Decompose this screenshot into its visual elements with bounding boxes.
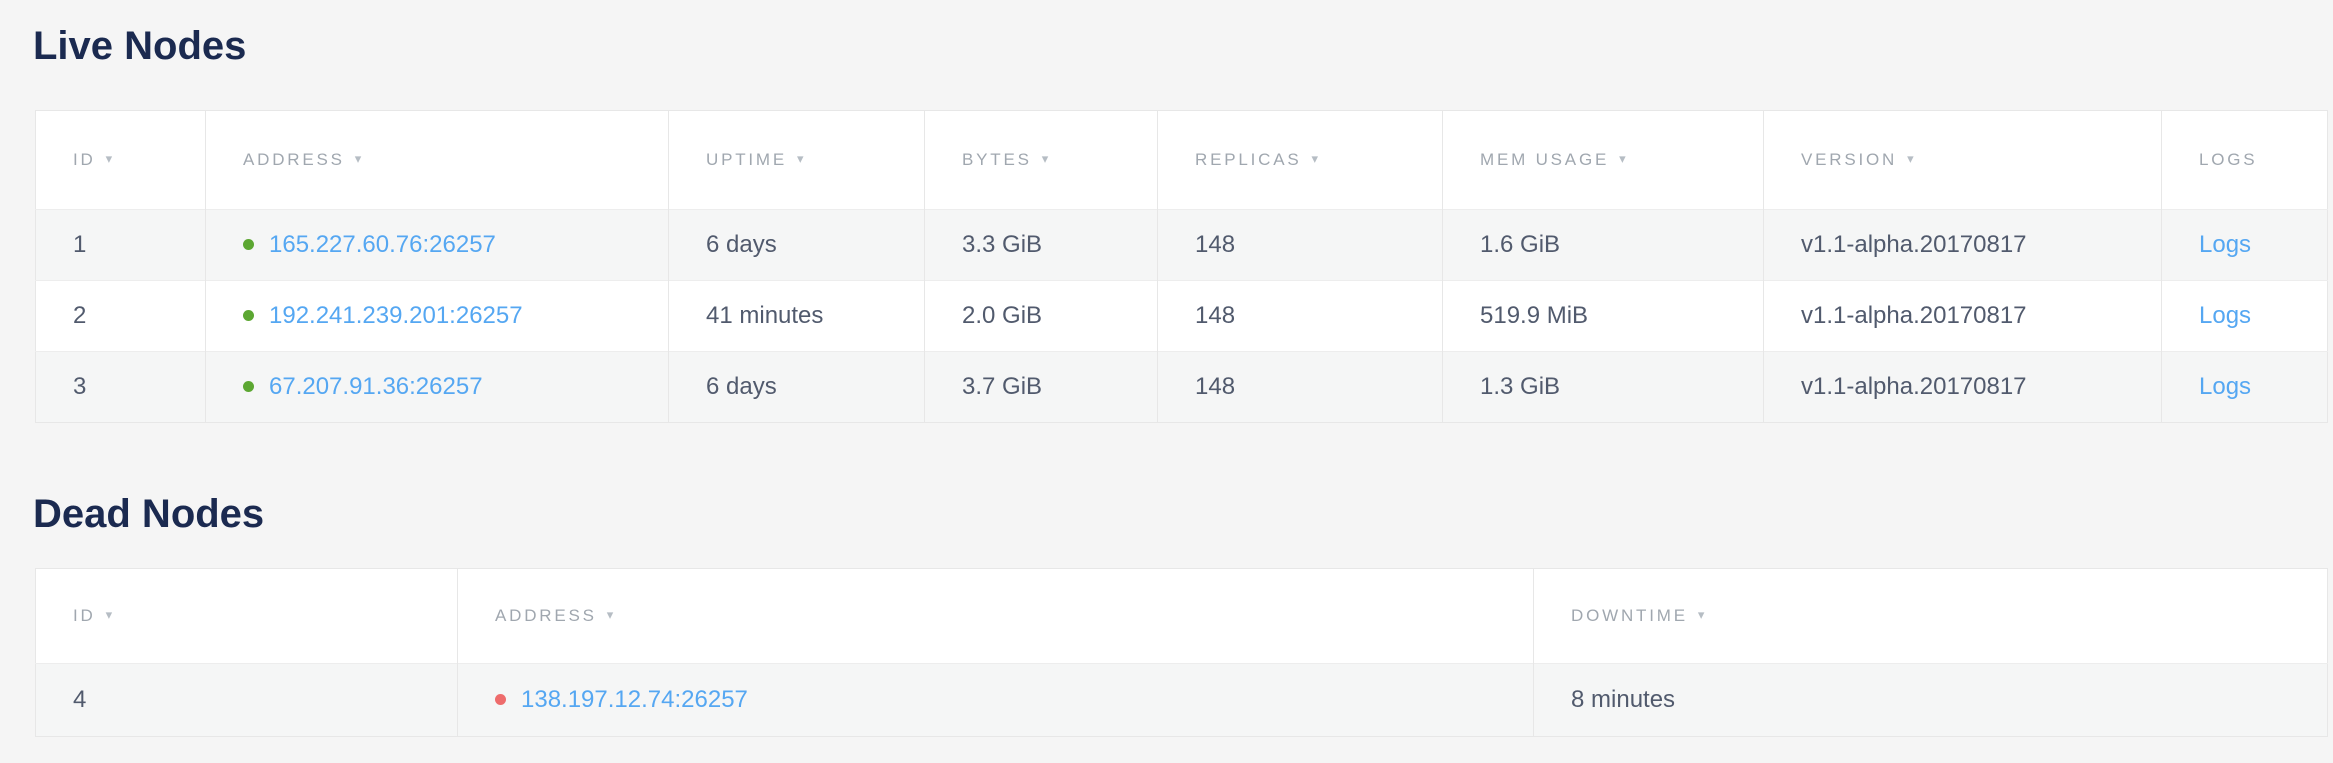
sort-arrow-icon: ▾ xyxy=(1619,151,1626,166)
column-header-label: BYTES xyxy=(962,150,1032,169)
node-address-link[interactable]: 138.197.12.74:26257 xyxy=(521,686,748,713)
node-bytes-cell: 2.0 GiB xyxy=(924,280,1158,352)
live-col-header-mem-usage[interactable]: MEM USAGE ▾ xyxy=(1442,110,1764,210)
live-col-header-logs: LOGS xyxy=(2161,110,2328,210)
column-header-label: VERSION xyxy=(1801,150,1898,169)
node-logs-link[interactable]: Logs xyxy=(2199,373,2252,400)
node-uptime-cell: 6 days xyxy=(668,351,925,423)
node-bytes-cell: 3.7 GiB xyxy=(924,351,1158,423)
node-bytes-cell: 3.3 GiB xyxy=(924,209,1158,281)
node-address-link[interactable]: 165.227.60.76:26257 xyxy=(269,231,496,258)
node-mem-usage-cell: 1.3 GiB xyxy=(1442,351,1764,423)
live-nodes-table: ID ▾ ADDRESS ▾ UPTIME ▾ BYTES ▾ REPLICAS ▾ ME… xyxy=(35,110,2328,423)
live-nodes-title: Live Nodes xyxy=(33,24,247,68)
node-replicas-cell: 148 xyxy=(1157,351,1443,423)
node-version-cell: v1.1-alpha.20170817 xyxy=(1763,209,2162,281)
column-header-label: REPLICAS xyxy=(1195,150,1302,169)
dead-col-header-address[interactable]: ADDRESS ▾ xyxy=(457,568,1534,664)
node-replicas-cell: 148 xyxy=(1157,280,1443,352)
live-col-header-replicas[interactable]: REPLICAS ▾ xyxy=(1157,110,1443,210)
live-table-header-row: ID ▾ ADDRESS ▾ UPTIME ▾ BYTES ▾ REPLICAS ▾ ME… xyxy=(35,110,2328,210)
column-header-label: ADDRESS xyxy=(495,606,597,625)
dead-nodes-table: ID ▾ ADDRESS ▾ DOWNTIME ▾ 4 138.197.12.74:2… xyxy=(35,568,2328,737)
node-address-link[interactable]: 192.241.239.201:26257 xyxy=(269,302,523,329)
live-nodes-section: Live Nodes ID ▾ ADDRESS ▾ UPTIME ▾ BYTES ▾ R… xyxy=(0,24,2333,423)
live-col-header-bytes[interactable]: BYTES ▾ xyxy=(924,110,1158,210)
column-header-label: MEM USAGE xyxy=(1480,150,1610,169)
table-row: 3 67.207.91.36:26257 6 days 3.7 GiB 148 … xyxy=(35,351,2328,423)
sort-arrow-icon: ▾ xyxy=(797,151,804,166)
node-uptime-cell: 41 minutes xyxy=(668,280,925,352)
node-id-cell: 1 xyxy=(35,209,206,281)
sort-arrow-icon: ▾ xyxy=(1697,607,1705,622)
node-address-cell: 192.241.239.201:26257 xyxy=(205,280,669,352)
node-logs-cell: Logs xyxy=(2161,209,2328,281)
dead-nodes-title: Dead Nodes xyxy=(33,492,265,536)
column-header-label: UPTIME xyxy=(706,150,788,169)
sort-arrow-icon: ▾ xyxy=(354,151,362,166)
node-address-cell: 165.227.60.76:26257 xyxy=(205,209,669,281)
column-header-label: ADDRESS xyxy=(243,150,345,169)
table-row: 1 165.227.60.76:26257 6 days 3.3 GiB 148… xyxy=(35,209,2328,281)
sort-arrow-icon: ▾ xyxy=(1907,151,1914,166)
node-logs-cell: Logs xyxy=(2161,280,2328,352)
column-header-label: LOGS xyxy=(2199,150,2258,169)
sort-arrow-icon: ▾ xyxy=(105,607,113,622)
nodes-overview-page: Live Nodes ID ▾ ADDRESS ▾ UPTIME ▾ BYTES ▾ R… xyxy=(0,24,2333,737)
node-id-cell: 2 xyxy=(35,280,206,352)
live-col-header-id[interactable]: ID ▾ xyxy=(35,110,206,210)
node-downtime-cell: 8 minutes xyxy=(1533,663,2328,737)
node-address-cell: 67.207.91.36:26257 xyxy=(205,351,669,423)
node-id-cell: 3 xyxy=(35,351,206,423)
column-header-label: DOWNTIME xyxy=(1571,606,1688,625)
node-id-cell: 4 xyxy=(35,663,458,737)
node-address-link[interactable]: 67.207.91.36:26257 xyxy=(269,373,483,400)
green-status-dot-icon xyxy=(243,381,254,392)
node-version-cell: v1.1-alpha.20170817 xyxy=(1763,351,2162,423)
sort-arrow-icon: ▾ xyxy=(105,151,113,166)
dead-nodes-section: Dead Nodes ID ▾ ADDRESS ▾ DOWNTIME ▾ 4 138.… xyxy=(0,492,2333,737)
dead-col-header-id[interactable]: ID ▾ xyxy=(35,568,458,664)
sort-arrow-icon: ▾ xyxy=(1041,151,1049,166)
sort-arrow-icon: ▾ xyxy=(606,607,614,622)
dead-table-header-row: ID ▾ ADDRESS ▾ DOWNTIME ▾ xyxy=(35,568,2328,664)
node-mem-usage-cell: 519.9 MiB xyxy=(1442,280,1764,352)
node-uptime-cell: 6 days xyxy=(668,209,925,281)
table-row: 4 138.197.12.74:26257 8 minutes xyxy=(35,663,2328,737)
live-col-header-uptime[interactable]: UPTIME ▾ xyxy=(668,110,925,210)
red-status-dot-icon xyxy=(495,694,506,705)
node-replicas-cell: 148 xyxy=(1157,209,1443,281)
node-logs-link[interactable]: Logs xyxy=(2199,302,2252,329)
column-header-label: ID xyxy=(73,150,96,169)
node-version-cell: v1.1-alpha.20170817 xyxy=(1763,280,2162,352)
live-col-header-address[interactable]: ADDRESS ▾ xyxy=(205,110,669,210)
node-logs-link[interactable]: Logs xyxy=(2199,231,2252,258)
live-col-header-version[interactable]: VERSION ▾ xyxy=(1763,110,2162,210)
sort-arrow-icon: ▾ xyxy=(1311,151,1319,166)
dead-col-header-downtime[interactable]: DOWNTIME ▾ xyxy=(1533,568,2328,664)
node-logs-cell: Logs xyxy=(2161,351,2328,423)
green-status-dot-icon xyxy=(243,310,254,321)
node-address-cell: 138.197.12.74:26257 xyxy=(457,663,1534,737)
table-row: 2 192.241.239.201:26257 41 minutes 2.0 G… xyxy=(35,280,2328,352)
column-header-label: ID xyxy=(73,606,96,625)
node-mem-usage-cell: 1.6 GiB xyxy=(1442,209,1764,281)
green-status-dot-icon xyxy=(243,239,254,250)
